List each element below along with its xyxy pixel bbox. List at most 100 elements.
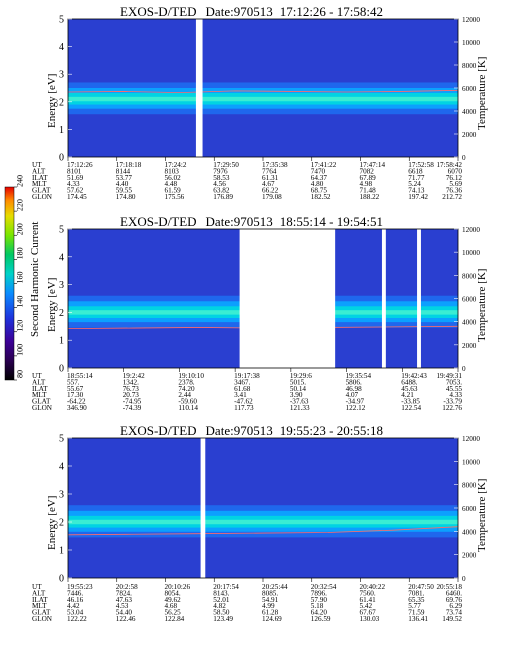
data-gap xyxy=(200,438,206,578)
y2-tick-label: 6000 xyxy=(462,85,477,93)
orbit-row-label: ILAT xyxy=(32,174,48,182)
orbit-value: 6618 xyxy=(408,167,423,175)
orbit-value: 8103 xyxy=(165,167,180,175)
orbit-value: 8144 xyxy=(116,167,131,175)
data-gap xyxy=(239,229,336,368)
orbit-value: 71.48 xyxy=(360,187,377,195)
orbit-value: 8085. xyxy=(262,589,278,597)
orbit-value: 4.33 xyxy=(449,391,462,399)
y-tick-label: 5 xyxy=(59,225,64,236)
orbit-value: -37.63 xyxy=(290,398,309,406)
orbit-value: 17.30 xyxy=(67,391,84,399)
orbit-value: 57.90 xyxy=(311,596,328,604)
orbit-value: -33.85 xyxy=(401,398,420,406)
colorbar-tick-label: 200 xyxy=(16,223,25,235)
orbit-value: 7470 xyxy=(311,167,326,175)
orbit-row-label: MLT xyxy=(32,180,47,188)
y-tick-label: 2 xyxy=(59,518,64,529)
orbit-value: 7824. xyxy=(116,589,132,597)
orbit-value: 7976 xyxy=(213,167,228,175)
orbit-row-label: MLT xyxy=(32,602,47,610)
temperature-trace xyxy=(67,526,459,536)
orbit-value: 51.69 xyxy=(67,174,84,182)
orbit-value: 3467. xyxy=(234,378,250,386)
orbit-value: 5015. xyxy=(290,378,306,386)
orbit-value: 7053. xyxy=(446,378,462,386)
y2-tick-label: 4000 xyxy=(462,319,477,327)
orbit-value: 57.62 xyxy=(67,187,84,195)
y-tick-label: 2 xyxy=(59,97,64,108)
colorbar-tick-label: 160 xyxy=(16,272,25,284)
orbit-value: 126.59 xyxy=(311,615,331,623)
orbit-row-label: ALT xyxy=(32,589,46,597)
y2-tick-label: 6000 xyxy=(462,296,477,304)
orbit-value: -34.97 xyxy=(346,398,365,406)
panel-2-y2label: Temperature [K] xyxy=(476,269,488,342)
orbit-value: 47.63 xyxy=(116,596,133,604)
orbit-value: 20:17:54 xyxy=(213,583,239,591)
panel-2-ylabel: Energy [eV] xyxy=(46,278,58,332)
orbit-value: 3.41 xyxy=(234,391,247,399)
y-tick-label: 1 xyxy=(59,336,64,347)
y2-tick-label: 8000 xyxy=(462,62,477,70)
orbit-value: 4.67 xyxy=(262,180,275,188)
orbit-value: 174.45 xyxy=(67,193,87,201)
orbit-value: 5806. xyxy=(346,378,362,386)
orbit-value: 64.20 xyxy=(311,609,328,617)
temperature-trace xyxy=(67,89,459,94)
orbit-row-label: UT xyxy=(32,583,42,591)
orbit-value: 2378. xyxy=(178,378,194,386)
y-tick-label: 2 xyxy=(59,308,64,319)
orbit-value: 4.48 xyxy=(165,180,178,188)
orbit-row-label: ILAT xyxy=(32,385,48,393)
orbit-value: 68.75 xyxy=(311,187,328,195)
orbit-value: 122.46 xyxy=(116,615,136,623)
y2-tick-label: 2000 xyxy=(462,131,477,139)
orbit-value: 20:32:54 xyxy=(311,583,337,591)
y2-tick-label: 12000 xyxy=(462,226,480,234)
orbit-value: 197.42 xyxy=(408,193,428,201)
orbit-value: 71.59 xyxy=(408,609,425,617)
y2-tick-label: 2000 xyxy=(462,552,477,560)
orbit-value: 17:41:22 xyxy=(311,161,337,169)
orbit-row-label: GLAT xyxy=(32,187,51,195)
orbit-value: 76.73 xyxy=(123,385,140,393)
y2-tick-label: 12000 xyxy=(462,435,480,443)
data-gap xyxy=(417,229,421,368)
orbit-value: 17:18:18 xyxy=(116,161,142,169)
orbit-value: 17:58:42 xyxy=(436,161,462,169)
y-tick-label: 1 xyxy=(59,125,64,136)
y-tick-label: 4 xyxy=(59,42,64,53)
orbit-value: 136.41 xyxy=(408,615,428,623)
orbit-value: 17:35:38 xyxy=(262,161,288,169)
y2-tick-label: 10000 xyxy=(462,39,480,47)
orbit-value: 56.02 xyxy=(165,174,182,182)
orbit-value: 3.90 xyxy=(290,391,303,399)
orbit-value: 50.14 xyxy=(290,385,307,393)
orbit-value: 7764 xyxy=(262,167,277,175)
panel-1-ylabel: Energy [eV] xyxy=(46,74,58,128)
orbit-row-label: GLAT xyxy=(32,398,51,406)
orbit-value: 17:47:14 xyxy=(360,161,386,169)
orbit-value: 19:2:42 xyxy=(123,372,145,380)
orbit-value: 19:29:6 xyxy=(290,372,312,380)
orbit-value: 71.77 xyxy=(408,174,425,182)
orbit-value: 46.16 xyxy=(67,596,84,604)
orbit-row-label: ILAT xyxy=(32,596,48,604)
spectrogram-band xyxy=(68,96,458,102)
orbit-row-label: GLAT xyxy=(32,609,51,617)
data-gap xyxy=(381,229,386,368)
orbit-value: 20:25:44 xyxy=(262,583,288,591)
orbit-value: 174.80 xyxy=(116,193,136,201)
orbit-value: 123.49 xyxy=(213,615,233,623)
orbit-value: 65.35 xyxy=(408,596,425,604)
orbit-value: 188.22 xyxy=(360,193,380,201)
colorbar-gradient xyxy=(4,186,15,381)
orbit-value: 6070 xyxy=(448,167,463,175)
orbit-value: 61.59 xyxy=(165,187,182,195)
orbit-value: 122.76 xyxy=(442,404,462,412)
orbit-value: 59.55 xyxy=(116,187,133,195)
colorbar: 80 100 120 140 160 180 200 220 240 Second Harmon… xyxy=(4,175,41,381)
orbit-value: 212.72 xyxy=(442,193,462,201)
orbit-value: 76.36 xyxy=(446,187,463,195)
